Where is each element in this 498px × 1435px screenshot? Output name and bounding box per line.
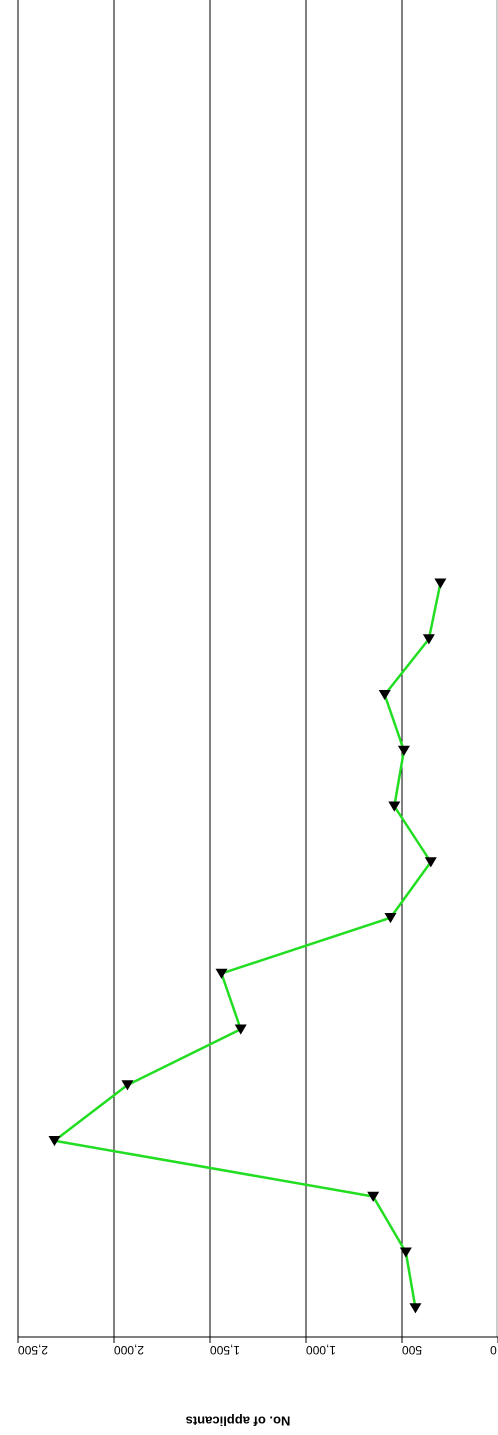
series <box>48 578 447 1314</box>
data-point-marker <box>48 1135 61 1147</box>
axes <box>17 0 498 1343</box>
y-axis-title: No. of applicants <box>186 1414 291 1429</box>
data-point-marker <box>234 1024 247 1035</box>
y-tick-label: 500 <box>402 1343 422 1357</box>
y-tick-label: 0 <box>490 1343 497 1357</box>
series-line <box>53 582 442 1309</box>
y-tick-labels: 0 500 1,000 1,500 2,000 2,500 <box>18 1343 497 1357</box>
data-point-marker <box>121 1080 134 1091</box>
y-tick-label: 2,000 <box>114 1343 144 1357</box>
data-point-marker <box>384 912 397 924</box>
data-point-marker <box>388 801 401 812</box>
y-tick-label: 1,500 <box>210 1343 240 1357</box>
data-point-marker <box>422 634 435 645</box>
y-tick-label: 1,000 <box>306 1343 336 1357</box>
data-point-marker <box>399 1247 412 1258</box>
data-point-marker <box>424 857 437 868</box>
data-point-marker <box>409 1303 422 1314</box>
data-point-marker <box>397 745 410 756</box>
data-point-marker <box>378 689 391 701</box>
y-tick-label: 2,500 <box>18 1343 48 1357</box>
data-point-marker <box>434 578 447 589</box>
data-point-marker <box>215 968 228 979</box>
data-point-marker <box>367 1191 380 1202</box>
gridlines <box>113 0 403 1337</box>
